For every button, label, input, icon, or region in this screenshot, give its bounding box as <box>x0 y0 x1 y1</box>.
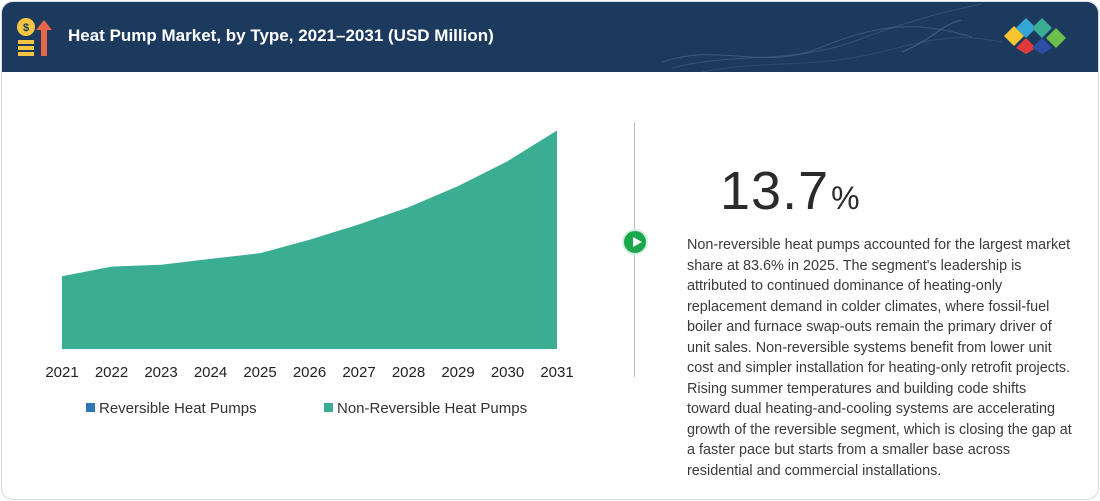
legend-swatch-reversible <box>86 403 95 412</box>
brand-logo-icon <box>1004 18 1066 54</box>
kpi-value: 13.7 <box>720 161 830 221</box>
legend-item-reversible: Reversible Heat Pumps <box>86 400 257 417</box>
x-tick-label: 2031 <box>540 364 573 381</box>
x-tick-label: 2026 <box>293 364 326 381</box>
x-tick-label: 2024 <box>194 364 227 381</box>
area-chart: 2021 2022 2023 2024 2025 2026 2027 2028 2029 2030… <box>45 130 574 381</box>
x-tick-label: 2027 <box>342 364 375 381</box>
legend-item-non-reversible: Non-Reversible Heat Pumps <box>324 400 527 417</box>
chart-title: Heat Pump Market, by Type, 2021–2031 (US… <box>68 26 494 45</box>
legend-label-non-reversible: Non-Reversible Heat Pumps <box>337 400 528 417</box>
x-tick-label: 2028 <box>392 364 425 381</box>
x-tick-label: 2022 <box>95 364 128 381</box>
legend-label-reversible: Reversible Heat Pumps <box>99 400 257 417</box>
cagr-kpi: 13.7% <box>720 160 860 222</box>
chart-legend: Reversible Heat Pumps Non-Reversible Hea… <box>2 400 622 422</box>
kpi-unit: % <box>831 180 860 216</box>
legend-swatch-non-reversible <box>324 403 333 412</box>
area-series-non-reversible <box>62 130 557 349</box>
x-tick-label: 2029 <box>441 364 474 381</box>
svg-text:$: $ <box>23 22 29 34</box>
x-tick-label: 2025 <box>243 364 276 381</box>
decorative-waves <box>661 3 1003 72</box>
x-tick-label: 2030 <box>491 364 524 381</box>
header-bar: $ Heat Pump Market, by Type, 2021–2031 (… <box>2 2 1098 72</box>
play-icon[interactable] <box>622 229 648 255</box>
money-growth-icon: $ <box>17 18 52 56</box>
segment-description: Non-reversible heat pumps accounted for … <box>687 237 1072 479</box>
x-tick-label: 2023 <box>144 364 177 381</box>
x-tick-label: 2021 <box>45 364 78 381</box>
